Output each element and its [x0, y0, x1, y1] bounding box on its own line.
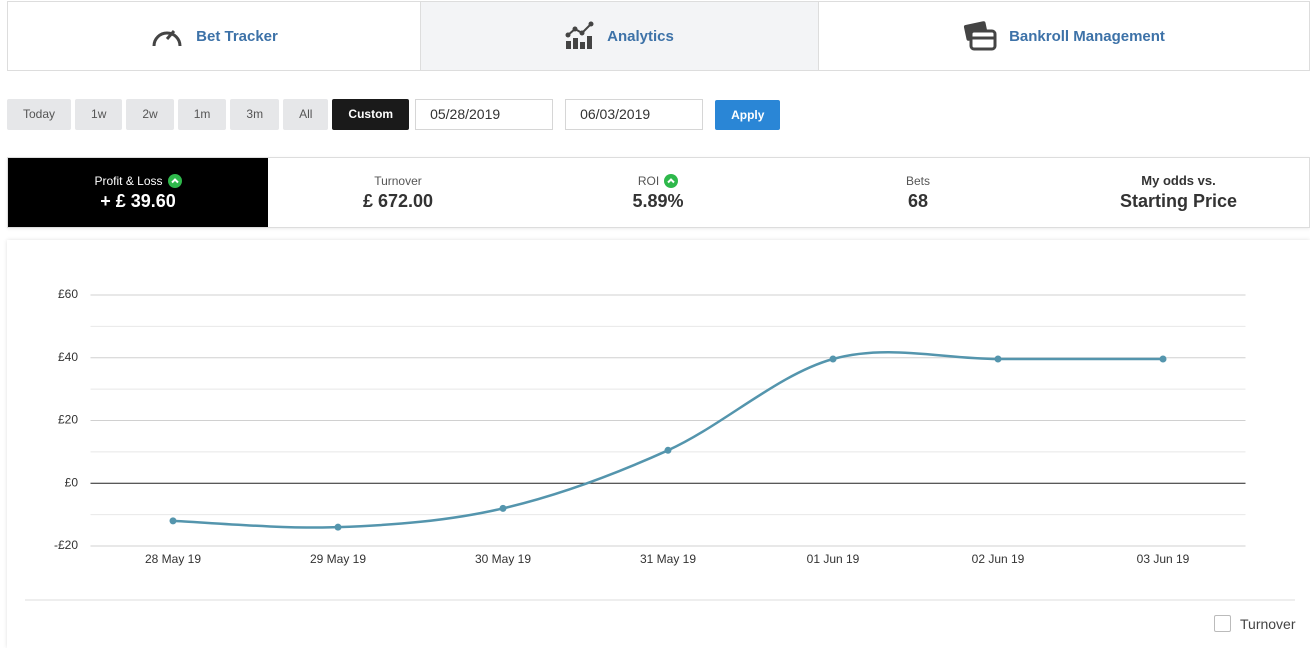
wallet-icon: [964, 21, 997, 51]
stat-label: Bets: [905, 173, 930, 188]
filter-button[interactable]: 1w: [75, 99, 123, 130]
analytics-icon: [565, 21, 594, 49]
stat[interactable]: Turnover £ 672.00: [268, 158, 528, 227]
filter-button[interactable]: 3m: [230, 99, 280, 130]
speedometer-icon: [152, 30, 182, 47]
up-icon: [664, 173, 679, 188]
stat-value: 5.89%: [632, 190, 684, 211]
tab-label: Analytics: [607, 27, 674, 45]
legend-checkbox[interactable]: [1214, 615, 1231, 632]
stat-label: Profit & Loss: [94, 173, 163, 188]
stat[interactable]: ROI 5.89%: [528, 158, 788, 227]
filter-button[interactable]: 1m: [177, 99, 227, 130]
chart-panel: [7, 240, 1310, 648]
filter-button[interactable]: Custom: [332, 99, 410, 130]
filter-button[interactable]: 2w: [126, 99, 174, 130]
stat-label: ROI: [637, 173, 660, 188]
legend-label: Turnover: [1240, 615, 1296, 632]
tab[interactable]: Bet Tracker: [8, 2, 421, 70]
up-icon: [167, 173, 182, 188]
apply-button[interactable]: Apply: [715, 99, 781, 130]
filter-bar: Today 1w 2w 1m 3m All Custom 05/28/2019 …: [7, 99, 781, 130]
stat-value: 68: [907, 190, 929, 211]
tab-label: Bet Tracker: [196, 27, 278, 45]
stat[interactable]: My odds vs. Starting Price: [1048, 158, 1309, 227]
tab-label: Bankroll Management: [1009, 27, 1165, 45]
tab[interactable]: Bankroll Management: [819, 2, 1309, 70]
date-from-input[interactable]: 05/28/2019: [415, 99, 554, 130]
stat-label: My odds vs.: [1141, 173, 1216, 188]
stat-value: £ 672.00: [362, 190, 434, 211]
stat-value: Starting Price: [1119, 191, 1238, 211]
stats-bar: Profit & Loss + £ 39.60 Turnover £ 672.0…: [7, 157, 1310, 228]
stat[interactable]: Bets 68: [788, 158, 1048, 227]
tab-bar: Bet Tracker Analytics Bankroll Managemen…: [7, 1, 1310, 71]
stat-value: + £ 39.60: [100, 190, 176, 211]
legend-item[interactable]: Turnover: [1214, 615, 1296, 632]
stat-label: Turnover: [374, 173, 422, 188]
tab[interactable]: Analytics: [421, 2, 819, 70]
stat[interactable]: Profit & Loss + £ 39.60: [8, 158, 268, 227]
filter-button[interactable]: All: [283, 99, 329, 130]
filter-button[interactable]: Today: [7, 99, 72, 130]
date-to-input[interactable]: 06/03/2019: [565, 99, 704, 130]
